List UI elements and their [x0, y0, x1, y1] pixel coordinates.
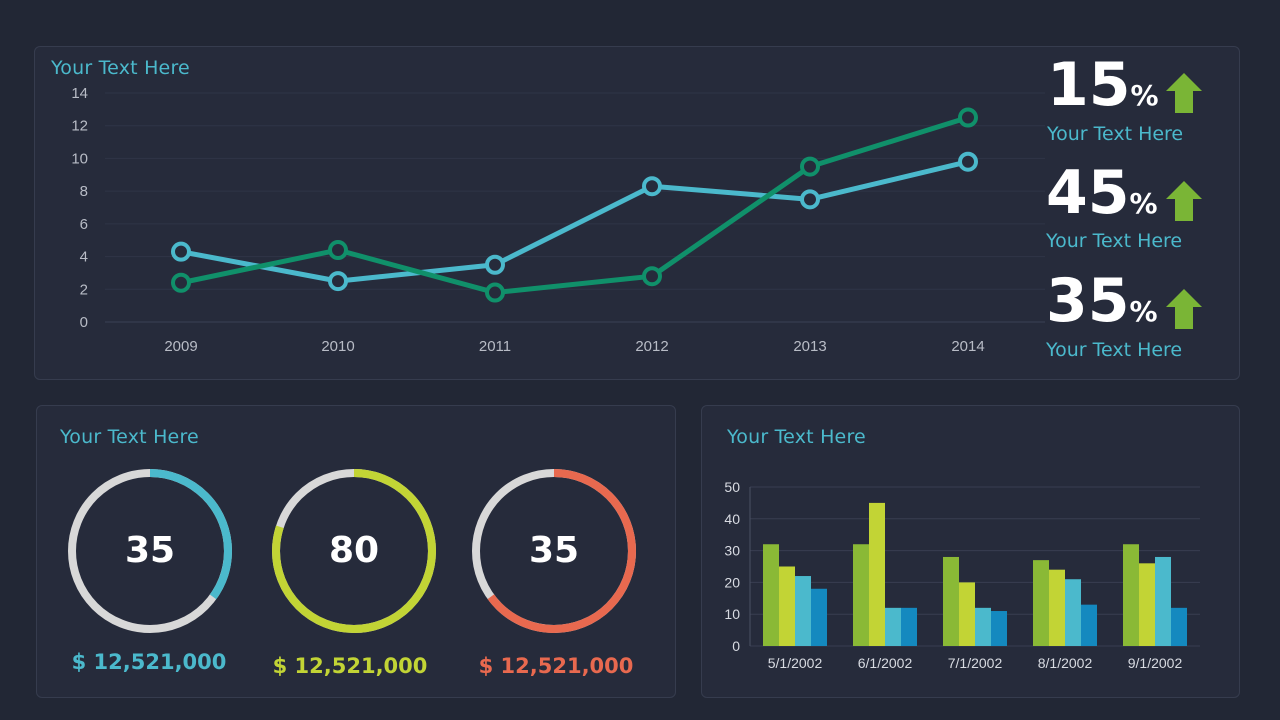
data-point	[485, 282, 505, 303]
series-line-2	[180, 115, 969, 296]
bar	[943, 556, 959, 646]
y-tick-label: 2	[80, 281, 88, 298]
bar	[869, 502, 885, 646]
y-tick-label: 4	[80, 249, 88, 266]
bar	[991, 611, 1007, 646]
arrow-up-icon	[1166, 181, 1202, 221]
x-tick-label: 6/1/2002	[858, 655, 913, 671]
x-tick-label: 2009	[164, 338, 197, 355]
bar-chart-title: Your Text Here	[727, 426, 866, 448]
line-chart-title: Your Text Here	[51, 57, 190, 79]
kpi-value-3: 35%	[1046, 266, 1158, 336]
data-point	[485, 254, 505, 275]
gauge-amount-3: $ 12,521,000	[478, 654, 634, 678]
bar	[779, 566, 795, 646]
gauge-amount-1: $ 12,521,000	[71, 650, 227, 674]
gauge-amount-2: $ 12,521,000	[272, 654, 428, 678]
bar	[1139, 563, 1155, 646]
bar	[901, 607, 917, 646]
bar	[795, 576, 811, 646]
x-tick-label: 2010	[321, 338, 354, 355]
x-tick-label: 2011	[479, 338, 511, 355]
bar-chart: 0 10 20 30 40 50 5/1/2002 6/1/2002 7/1/2002 8/1/2…	[724, 479, 1200, 671]
bar-chart-panel: Your Text Here 0 10 20 30 40 50 5/1/2002 6/1/20…	[701, 405, 1240, 698]
y-tick-label: 40	[724, 511, 740, 527]
line-chart: 0 2 4 6 8 10 12 14 2009 2010 2011 2012 2013 2014	[71, 85, 1045, 355]
data-point	[328, 240, 348, 261]
data-point	[958, 107, 978, 128]
gauge-value-2: 80	[328, 530, 380, 571]
y-tick-label: 12	[71, 118, 88, 135]
data-point	[800, 156, 820, 177]
x-tick-label: 7/1/2002	[948, 655, 1003, 671]
kpi-value-2: 45%	[1046, 158, 1158, 228]
bar	[959, 582, 975, 646]
data-point	[171, 272, 191, 293]
x-tick-label: 8/1/2002	[1038, 655, 1093, 671]
kpi-label-1: Your Text Here	[1047, 123, 1184, 145]
bar	[975, 607, 991, 646]
bar	[1123, 544, 1139, 646]
bar	[811, 588, 827, 646]
gauge-value-1: 35	[124, 530, 176, 571]
gauges-panel: Your Text Here 35 80 35 $ 12,521,000 $ 1…	[36, 405, 676, 698]
y-tick-label: 14	[71, 85, 88, 102]
gauge-arc-1	[68, 469, 232, 633]
gauge-arc-3	[472, 469, 636, 633]
line-chart-panel: Your Text Here 0 2 4 6 8 10 12 14 2009 2010 2011 20…	[34, 46, 1240, 380]
data-point	[958, 151, 978, 172]
y-tick-label: 6	[80, 216, 88, 233]
bar	[1155, 556, 1171, 646]
gauges	[68, 469, 636, 633]
kpi-label-2: Your Text Here	[1046, 230, 1183, 252]
arrow-up-icon	[1166, 73, 1202, 113]
data-point	[642, 266, 662, 287]
bar	[1049, 569, 1065, 646]
x-tick-label: 2014	[951, 338, 984, 355]
kpi-label-3: Your Text Here	[1046, 339, 1183, 361]
y-tick-label: 10	[724, 606, 740, 622]
bar	[1081, 604, 1097, 646]
x-tick-label: 9/1/2002	[1128, 655, 1183, 671]
bar	[885, 607, 901, 646]
bar	[1171, 607, 1187, 646]
y-tick-label: 10	[71, 150, 88, 167]
gauges-title: Your Text Here	[60, 426, 199, 448]
data-point	[171, 241, 191, 262]
y-tick-label: 8	[80, 183, 88, 200]
gauge-value-3: 35	[528, 530, 580, 571]
y-tick-label: 30	[724, 543, 740, 559]
series-line-1	[180, 159, 969, 284]
y-tick-label: 0	[732, 638, 740, 654]
gauge-arc-2	[272, 469, 436, 633]
bar	[853, 544, 869, 646]
y-tick-label: 20	[724, 574, 740, 590]
bar	[763, 544, 779, 646]
x-tick-label: 2013	[793, 338, 826, 355]
bar	[1065, 579, 1081, 646]
x-tick-label: 5/1/2002	[768, 655, 823, 671]
arrow-up-icon	[1166, 289, 1202, 329]
data-point	[800, 189, 820, 210]
y-tick-label: 50	[724, 479, 740, 495]
data-point	[642, 176, 662, 197]
kpi-value-1: 15%	[1047, 50, 1159, 120]
y-tick-label: 0	[80, 314, 88, 331]
bar	[1033, 560, 1049, 646]
x-tick-label: 2012	[635, 338, 668, 355]
data-point	[328, 271, 348, 292]
